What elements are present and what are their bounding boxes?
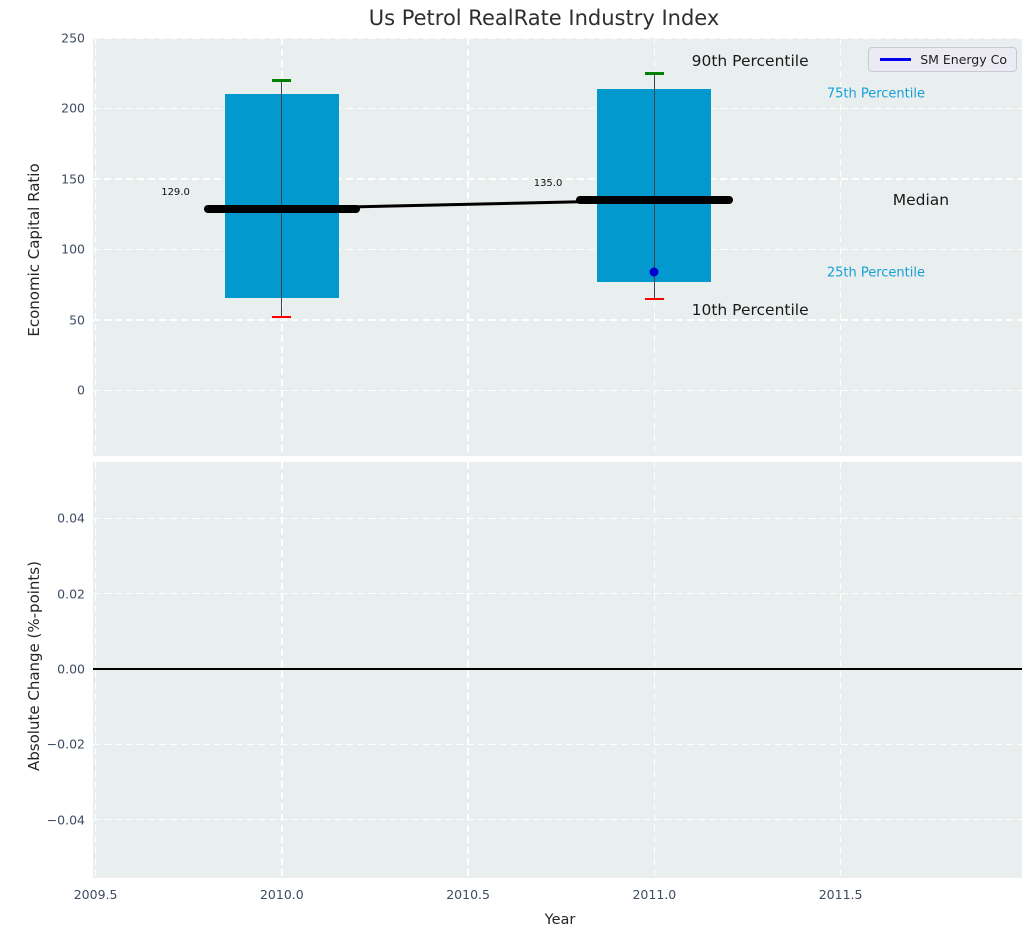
y-tick-label: 150 [61, 171, 85, 187]
legend: SM Energy Co [868, 47, 1017, 72]
whisker-cap-low-2011 [644, 297, 664, 301]
bottom-axes [93, 462, 1022, 878]
median-value-label-2011: 135.0 [533, 178, 563, 190]
gridline-h [93, 107, 1022, 110]
gridline-h [93, 593, 1022, 595]
legend-label: SM Energy Co [920, 52, 1007, 67]
y-tick-label: 100 [61, 241, 85, 257]
y-axis-label-top: Economic Capital Ratio [25, 163, 43, 337]
chart-title: Us Petrol RealRate Industry Index [368, 6, 720, 30]
annotation-75th-percentile: 75th Percentile [826, 86, 925, 102]
y-tick-label: 50 [69, 312, 85, 328]
gridline-h [93, 517, 1022, 520]
zero-line [93, 668, 1022, 670]
y-tick-label: −0.04 [46, 812, 85, 828]
gridline-h [93, 38, 1022, 39]
x-tick-label: 2010.5 [446, 887, 490, 902]
x-tick-label: 2011.0 [632, 887, 677, 902]
top-axes: 129.0 135.0 90th Percentile 75th Percentile… [93, 38, 1022, 456]
median-value-label-2010: 129.0 [161, 186, 190, 198]
gridline-h [93, 389, 1022, 392]
gridline-v [653, 462, 656, 878]
whisker-cap-high-2010 [272, 78, 292, 82]
x-axis-label: Year [544, 912, 576, 928]
y-tick-label: −0.02 [46, 736, 85, 752]
company-point [649, 267, 659, 277]
whisker-2011 [653, 73, 655, 299]
gridline-v [281, 462, 283, 878]
gridline-v [467, 38, 469, 456]
median-line-2010 [203, 204, 361, 213]
y-tick-label: 250 [61, 30, 85, 46]
whisker-cap-high-2011 [644, 71, 664, 75]
gridline-v [839, 462, 842, 878]
x-tick-label: 2011.5 [818, 887, 863, 902]
gridline-v [839, 38, 842, 456]
median-line-2011 [576, 196, 733, 205]
x-tick-label: 2009.5 [73, 887, 118, 902]
annotation-median: Median [892, 191, 950, 210]
gridline-v [467, 462, 469, 878]
y-axis-label-bottom: Absolute Change (%-points) [25, 561, 43, 771]
whisker-2010 [281, 80, 283, 318]
y-tick-label: 0.00 [57, 661, 85, 677]
gridline-h [93, 743, 1022, 746]
gridline-v [94, 462, 97, 878]
annotation-25th-percentile: 25th Percentile [826, 265, 925, 281]
annotation-90th-percentile: 90th Percentile [691, 51, 809, 70]
y-tick-label: 0 [77, 382, 85, 398]
gridline-h [93, 248, 1022, 251]
y-tick-label: 200 [61, 100, 85, 116]
gridline-h [93, 319, 1022, 321]
gridline-h [93, 178, 1022, 180]
y-tick-label: 0.02 [57, 586, 85, 602]
annotation-10th-percentile: 10th Percentile [691, 301, 809, 320]
x-tick-label: 2010.0 [259, 887, 304, 902]
y-tick-label: 0.04 [57, 510, 85, 526]
gridline-h [93, 818, 1022, 821]
whisker-cap-low-2010 [272, 315, 292, 319]
legend-line-icon [880, 58, 912, 61]
gridline-v [94, 38, 97, 456]
